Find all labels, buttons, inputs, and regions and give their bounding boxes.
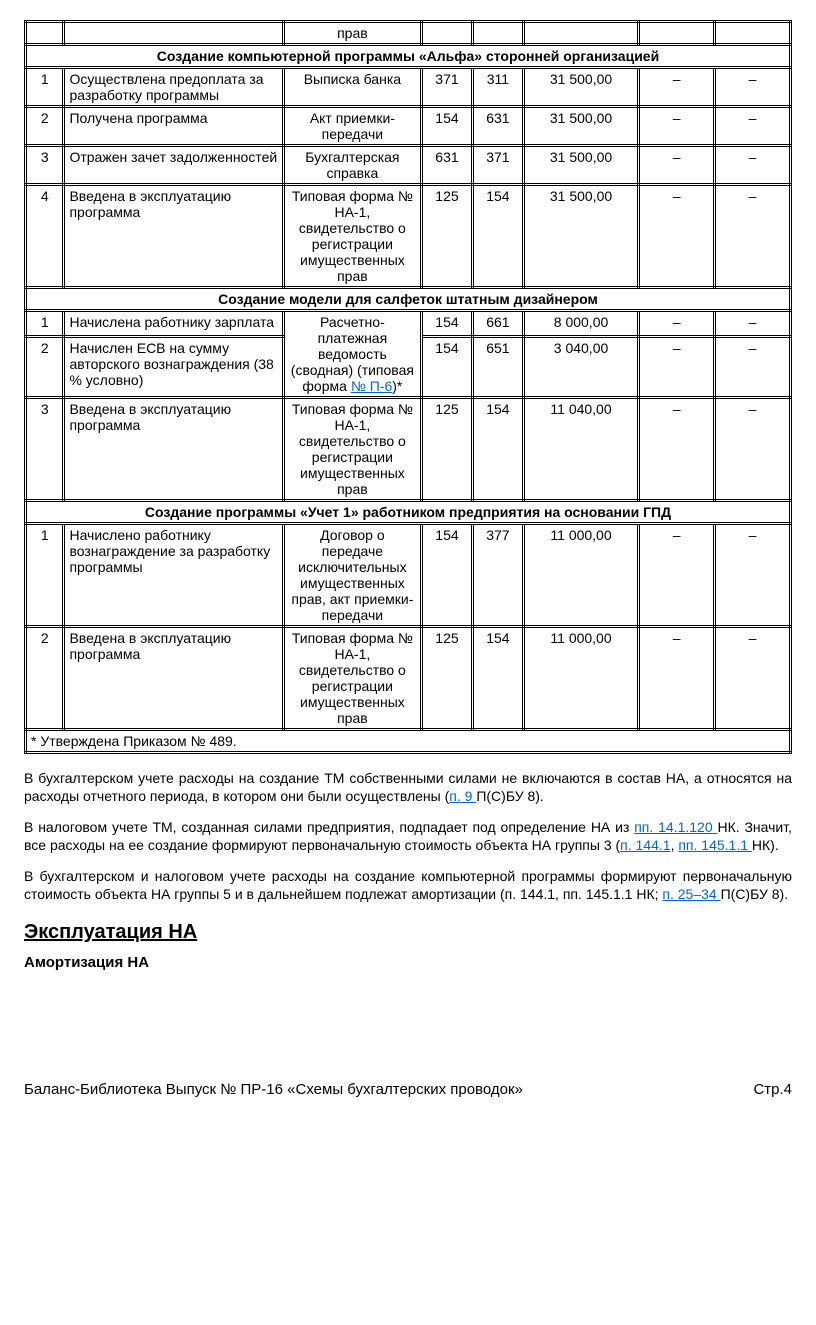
table-row: 2 Введена в эксплуатацию программа Типов… xyxy=(26,627,791,730)
table-row: 1 Начислено работнику вознаграждение за … xyxy=(26,524,791,627)
table-row: 1 Начислена работнику зарплата Расчетно-… xyxy=(26,311,791,337)
table-footnote: * Утверждена Приказом № 489. xyxy=(26,730,791,753)
cell-doc: прав xyxy=(283,22,421,45)
link-pp-145-1-1[interactable]: пп. 145.1.1 xyxy=(678,837,752,853)
section-header-a: Создание компьютерной программы «Альфа» … xyxy=(26,45,791,68)
page-footer: Баланс-Библиотека Выпуск № ПР-16 «Схемы … xyxy=(24,1081,792,1098)
table-row: 2 Получена программа Акт приемки-передач… xyxy=(26,107,791,146)
table-row: прав xyxy=(26,22,791,45)
section-heading-exploitation: Эксплуатация НА xyxy=(24,921,792,944)
table-row: 3 Отражен зачет задолженностей Бухгалтер… xyxy=(26,146,791,185)
section-header-c: Создание программы «Учет 1» работником п… xyxy=(26,501,791,524)
paragraph-1: В бухгалтерском учете расходы на создани… xyxy=(24,770,792,805)
footer-page: Стр.4 xyxy=(753,1081,792,1098)
table-row: 1 Осуществлена предоплата за разработку … xyxy=(26,68,791,107)
paragraph-2: В налоговом учете ТМ, созданная силами п… xyxy=(24,819,792,854)
table-row: 4 Введена в эксплуатацию программа Типов… xyxy=(26,185,791,288)
section-header-b: Создание модели для салфеток штатным диз… xyxy=(26,288,791,311)
subsection-heading-amortization: Амортизация НА xyxy=(24,954,792,971)
link-p6[interactable]: № П-6 xyxy=(351,378,392,394)
footer-source: Баланс-Библиотека Выпуск № ПР-16 «Схемы … xyxy=(24,1081,523,1098)
link-pp-14-1-120[interactable]: пп. 14.1.120 xyxy=(634,819,717,835)
link-p-144-1[interactable]: п. 144.1 xyxy=(620,837,670,853)
link-p9[interactable]: п. 9 xyxy=(449,788,476,804)
table-row: 3 Введена в эксплуатацию программа Типов… xyxy=(26,398,791,501)
link-p-25-34[interactable]: п. 25–34 xyxy=(662,886,720,902)
paragraph-3: В бухгалтерском и налоговом учете расход… xyxy=(24,868,792,903)
accounting-table: прав Создание компьютерной программы «Ал… xyxy=(24,20,792,754)
merged-doc-cell: Расчетно-платежная ведомость (сводная) (… xyxy=(283,311,421,398)
